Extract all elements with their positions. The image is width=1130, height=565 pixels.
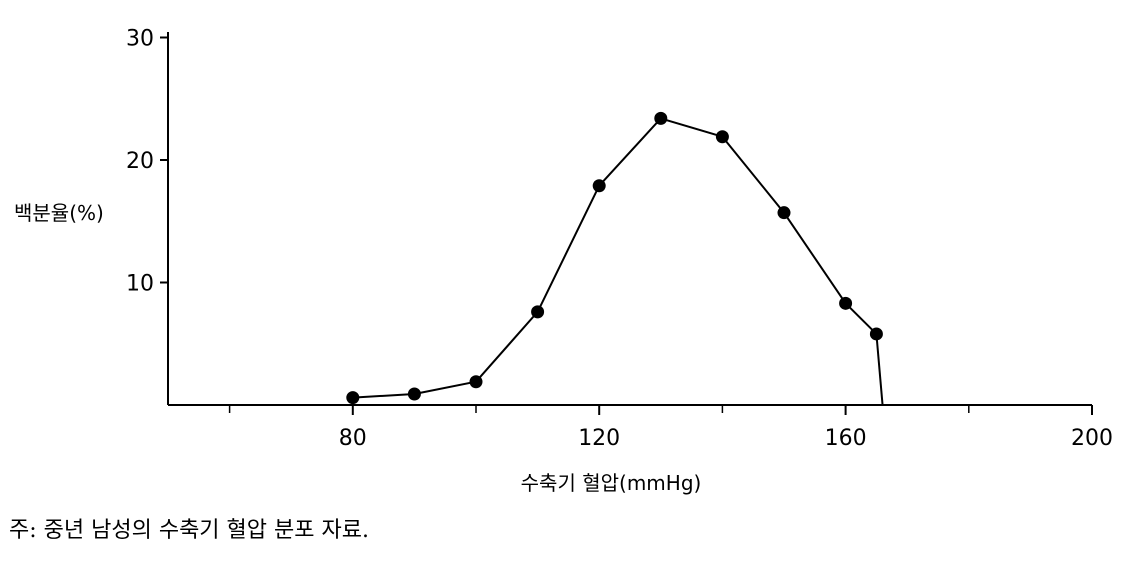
y-tick-label: 10 xyxy=(126,272,154,297)
data-series xyxy=(346,111,884,406)
x-axis-title: 수축기 혈압(mmHg) xyxy=(521,471,702,495)
data-point xyxy=(869,327,883,341)
series-line xyxy=(352,117,878,399)
x-tick-label: 200 xyxy=(1071,426,1113,451)
data-point xyxy=(839,296,853,310)
y-tick-label: 20 xyxy=(126,149,154,174)
y-axis-title: 백분율(%) xyxy=(14,201,104,225)
footnote: 주: 중년 남성의 수축기 혈압 분포 자료. xyxy=(9,518,369,543)
data-point xyxy=(592,179,606,193)
y-tick-label: 30 xyxy=(126,27,154,52)
y-axis-ticks: 10 20 30 xyxy=(126,27,168,297)
data-point xyxy=(715,130,729,144)
data-point xyxy=(407,387,421,401)
data-point xyxy=(777,206,791,220)
data-point xyxy=(654,111,668,125)
data-point xyxy=(531,305,545,319)
x-tick-label: 80 xyxy=(339,426,367,451)
data-point xyxy=(469,375,483,389)
x-axis-ticks: 80 120 160 200 xyxy=(228,405,1113,451)
data-point xyxy=(346,391,360,405)
x-tick-label: 120 xyxy=(578,426,620,451)
x-tick-label: 160 xyxy=(825,426,867,451)
drop-line xyxy=(875,333,884,406)
